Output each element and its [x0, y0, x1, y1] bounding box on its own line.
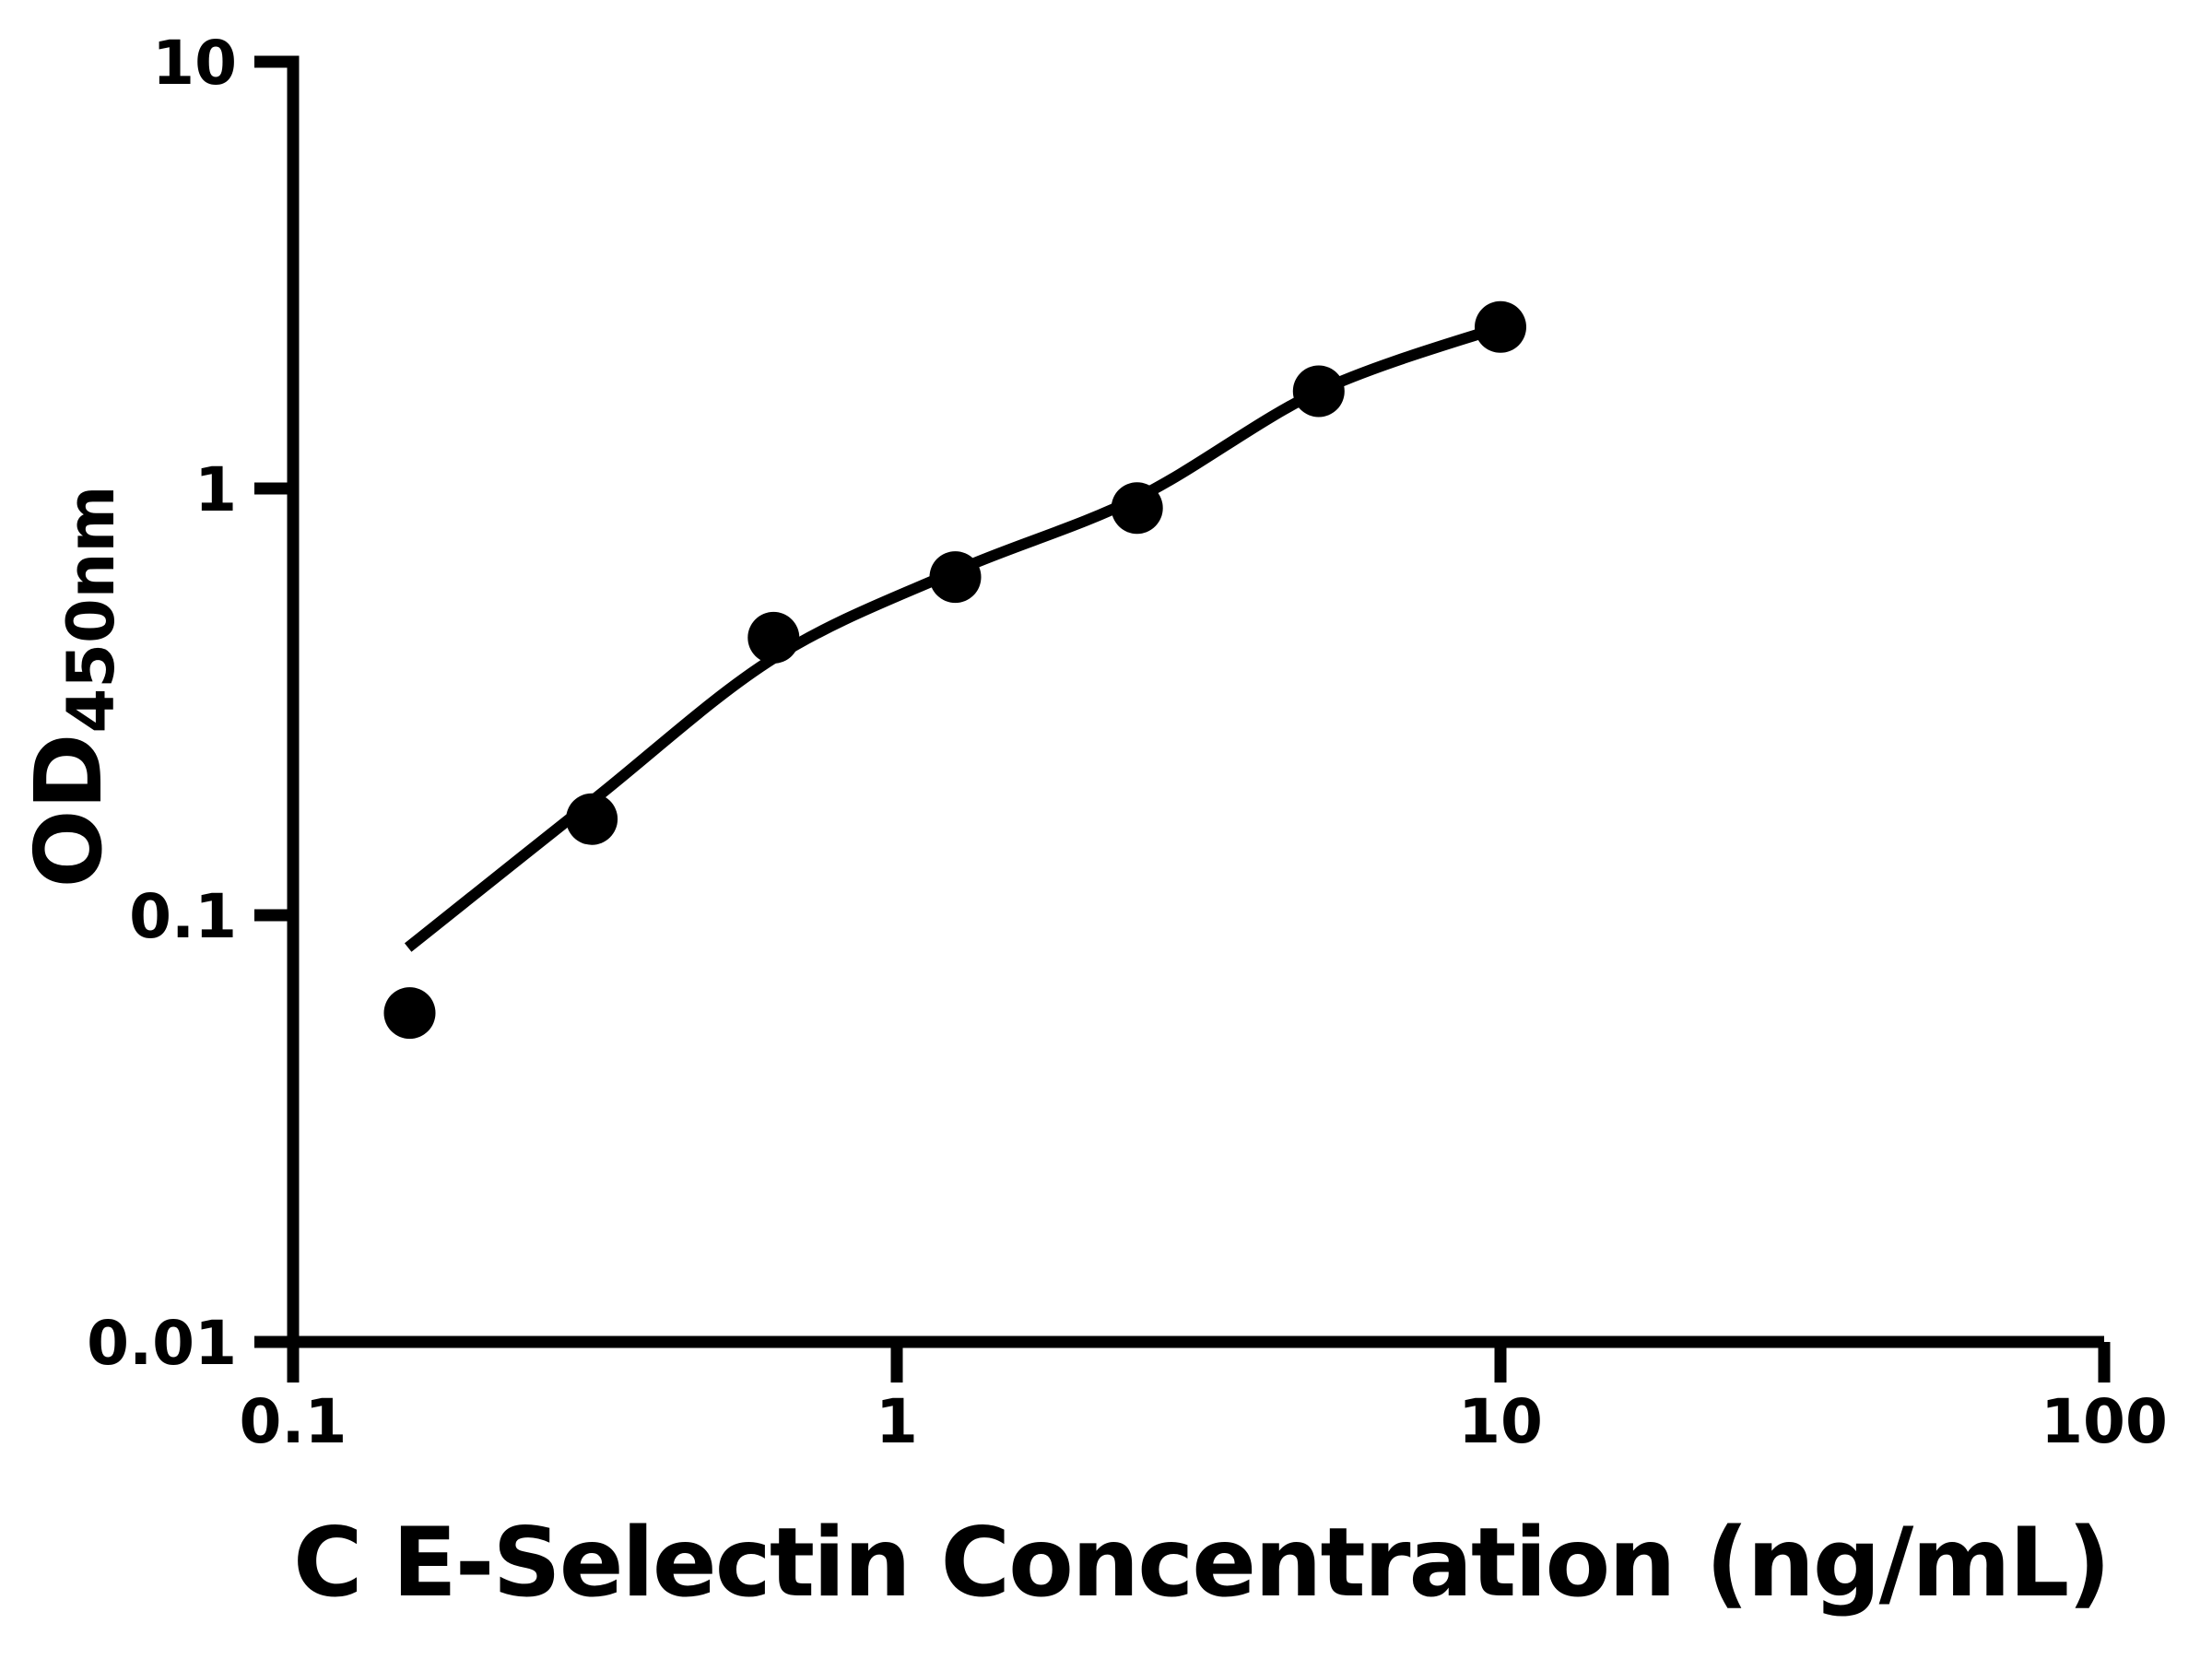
y-tick-label: 0.1: [129, 881, 237, 952]
fit-curve-line: [404, 322, 1502, 952]
x-tick-label: 100: [2041, 1386, 2168, 1457]
y-tick-label: 10: [152, 28, 237, 99]
x-tick-label: 1: [876, 1386, 918, 1457]
y-axis-title-text: OD: [15, 733, 123, 888]
data-point: [929, 551, 982, 604]
x-axis-title-text: C E-Selectin Concentration (ng/mL): [293, 1508, 2111, 1618]
data-point: [566, 793, 618, 845]
data-point: [747, 611, 800, 664]
y-axis-title: OD450nm: [15, 486, 129, 888]
y-tick-label: 0.01: [87, 1308, 237, 1379]
x-tick-label: 0.1: [240, 1386, 347, 1457]
data-point: [1111, 482, 1163, 535]
x-axis-title: C E-Selectin Concentration (ng/mL): [293, 1513, 2111, 1613]
data-point: [1475, 300, 1526, 353]
y-tick-label: 1: [194, 454, 237, 525]
y-axis-title-subscript: 450nm: [53, 485, 129, 734]
x-tick-label: 10: [1458, 1386, 1543, 1457]
data-point: [383, 987, 436, 1040]
data-point: [1292, 365, 1345, 418]
